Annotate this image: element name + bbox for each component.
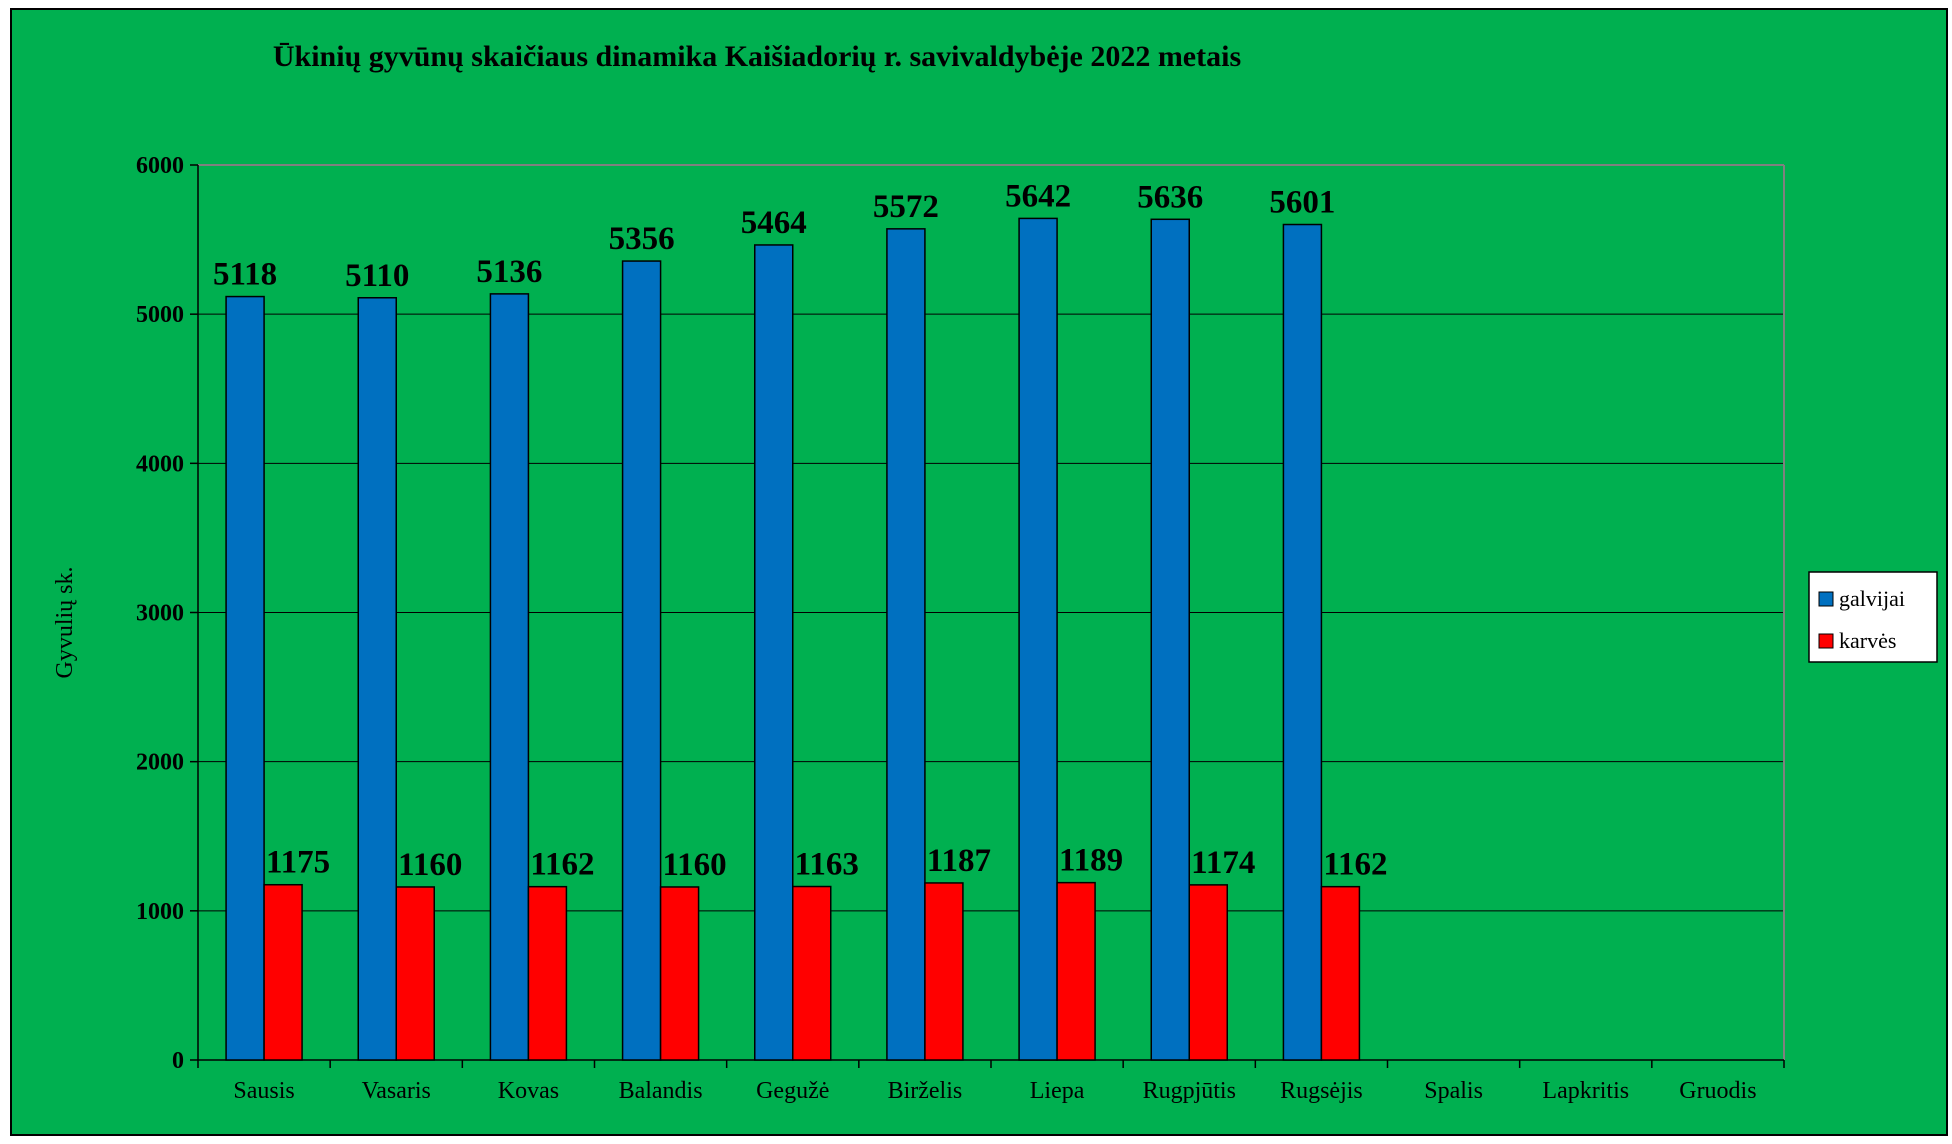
x-tick-label: Sausis xyxy=(233,1078,294,1104)
bar-galvijai xyxy=(1150,218,1190,1061)
x-tick-label: Rugpjūtis xyxy=(1143,1078,1236,1104)
y-tick-label: 0 xyxy=(172,1048,184,1074)
bar-galvijai xyxy=(489,293,530,1061)
data-label-galvijai: 5464 xyxy=(741,205,807,241)
y-tick-label: 3000 xyxy=(136,601,184,627)
data-label-galvijai: 5642 xyxy=(1005,178,1071,214)
legend-swatch-karvės xyxy=(1818,633,1834,649)
data-label-karvės: 1162 xyxy=(530,847,594,883)
data-label-karvės: 1175 xyxy=(266,845,330,881)
x-tick-label: Rugsėjis xyxy=(1280,1078,1363,1104)
x-tick-label: Kovas xyxy=(498,1078,559,1104)
bar-galvijai xyxy=(886,228,926,1061)
data-label-karvės: 1160 xyxy=(662,847,726,883)
data-label-galvijai: 5572 xyxy=(873,189,939,225)
x-tick-label: Birželis xyxy=(888,1078,963,1104)
data-label-galvijai: 5110 xyxy=(345,258,409,294)
legend-label-galvijai: galvijai xyxy=(1839,586,1905,611)
x-tick-label: Liepa xyxy=(1030,1078,1085,1104)
bar-karvės xyxy=(1056,881,1096,1061)
x-tick-label: Gruodis xyxy=(1679,1078,1756,1104)
data-label-karvės: 1187 xyxy=(927,843,991,879)
x-tick-label: Vasaris xyxy=(362,1078,431,1104)
y-tick-label: 1000 xyxy=(136,899,184,925)
bar-karvės xyxy=(792,885,832,1061)
chart-area: Ūkinių gyvūnų skaičiaus dinamika Kaišiad… xyxy=(10,8,1948,1136)
bar-karvės xyxy=(1320,885,1361,1061)
bar-galvijai xyxy=(754,244,794,1061)
chart-svg: Ūkinių gyvūnų skaičiaus dinamika Kaišiad… xyxy=(52,40,1938,1104)
chart-title: Ūkinių gyvūnų skaičiaus dinamika Kaišiad… xyxy=(273,40,1241,73)
legend-label-karvės: karvės xyxy=(1839,628,1896,653)
x-tick-label: Spalis xyxy=(1424,1078,1483,1104)
data-label-galvijai: 5601 xyxy=(1269,185,1335,221)
bar-karvės xyxy=(924,882,964,1061)
x-tick-label: Balandis xyxy=(619,1078,703,1104)
data-label-galvijai: 5118 xyxy=(213,257,277,293)
label-layer: 5118 1175 5110 1160 5136 1162 5356 1160 5464 1163… xyxy=(213,178,1388,883)
y-tick-label: 4000 xyxy=(136,451,184,477)
bar-galvijai xyxy=(225,295,265,1061)
bar-karvės xyxy=(263,883,303,1061)
bar-galvijai xyxy=(1282,223,1323,1061)
y-axis-label: Gyvulių sk. xyxy=(52,566,78,678)
data-label-galvijai: 5136 xyxy=(476,254,542,290)
grid-layer xyxy=(198,164,1785,1060)
data-label-karvės: 1160 xyxy=(398,847,462,883)
bar-layer xyxy=(225,217,1361,1061)
bar-karvės xyxy=(527,885,568,1061)
data-label-karvės: 1162 xyxy=(1323,847,1387,883)
data-label-karvės: 1174 xyxy=(1191,845,1255,881)
y-tick-label: 5000 xyxy=(136,302,184,328)
data-label-karvės: 1163 xyxy=(795,847,859,883)
bar-karvės xyxy=(1188,884,1228,1061)
bar-galvijai xyxy=(1018,217,1058,1061)
y-tick-label: 6000 xyxy=(136,153,184,179)
bar-karvės xyxy=(659,886,700,1061)
bar-galvijai xyxy=(621,260,662,1061)
x-tick-label: Gegužė xyxy=(756,1078,829,1104)
y-tick-label: 2000 xyxy=(136,750,184,776)
data-label-karvės: 1189 xyxy=(1059,843,1123,879)
data-label-galvijai: 5356 xyxy=(609,221,675,257)
legend: galvijai karvės xyxy=(1808,571,1938,663)
legend-swatch-galvijai xyxy=(1818,591,1834,607)
data-label-galvijai: 5636 xyxy=(1137,179,1203,215)
axis-layer: 0 1000 2000 3000 4000 5000 6000 Sausis Vasaris Ko… xyxy=(136,153,1785,1104)
x-tick-label: Lapkritis xyxy=(1542,1078,1629,1104)
bar-galvijai xyxy=(357,297,397,1061)
bar-karvės xyxy=(395,886,435,1061)
